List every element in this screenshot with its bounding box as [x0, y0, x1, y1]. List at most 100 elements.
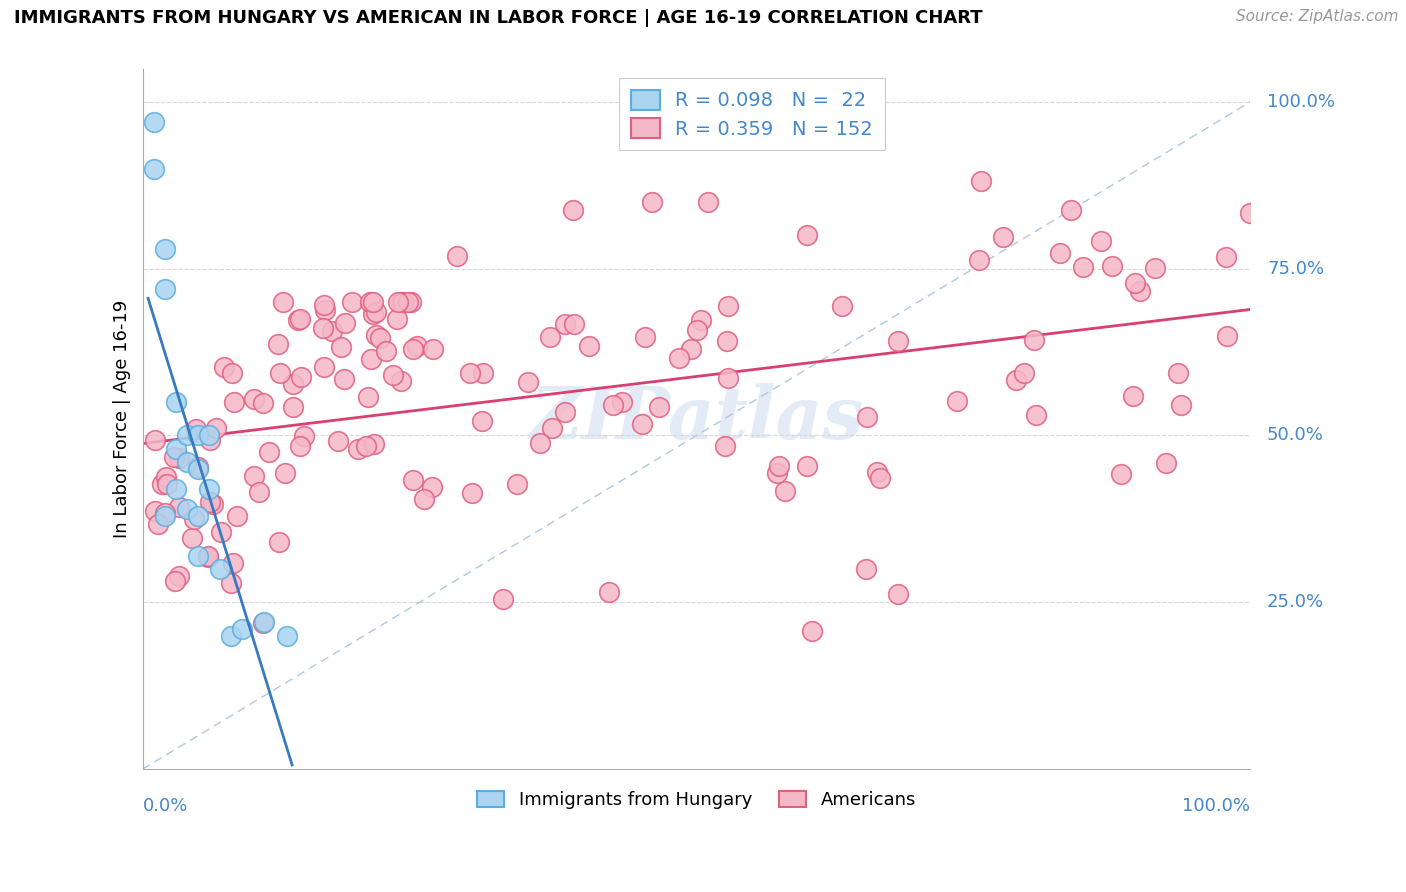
Point: [796, 227, 818, 242]
Point: [361, 307, 384, 321]
Text: Source: ZipAtlas.com: Source: ZipAtlas.com: [1236, 9, 1399, 24]
Point: [368, 331, 391, 345]
Point: [389, 295, 412, 310]
Point: [610, 395, 633, 409]
Point: [155, 470, 177, 484]
Point: [163, 574, 186, 588]
Text: 25.0%: 25.0%: [1267, 593, 1324, 611]
Point: [1129, 284, 1152, 298]
Point: [401, 473, 423, 487]
Point: [714, 439, 737, 453]
Point: [273, 295, 295, 310]
Point: [330, 341, 353, 355]
Point: [1123, 276, 1146, 290]
Point: [945, 393, 967, 408]
Point: [562, 317, 585, 331]
Point: [197, 549, 219, 563]
Point: [578, 339, 600, 353]
Point: [257, 445, 280, 459]
Point: [1071, 260, 1094, 274]
Point: [422, 342, 444, 356]
Point: [866, 466, 889, 480]
Legend: Immigrants from Hungary, Americans: Immigrants from Hungary, Americans: [477, 791, 915, 809]
Point: [717, 370, 740, 384]
Point: [413, 492, 436, 507]
Point: [321, 324, 343, 338]
Point: [357, 390, 380, 404]
Point: [420, 480, 443, 494]
Point: [198, 433, 221, 447]
Point: [402, 342, 425, 356]
Point: [1049, 245, 1071, 260]
Point: [290, 370, 312, 384]
Point: [269, 367, 291, 381]
Point: [392, 295, 415, 310]
Point: [153, 508, 176, 523]
Point: [142, 115, 165, 129]
Point: [768, 459, 790, 474]
Point: [387, 295, 409, 310]
Point: [461, 486, 484, 500]
Point: [364, 305, 387, 319]
Point: [180, 531, 202, 545]
Point: [290, 439, 312, 453]
Point: [221, 366, 243, 380]
Point: [686, 323, 709, 337]
Point: [1156, 456, 1178, 470]
Point: [167, 450, 190, 465]
Point: [221, 576, 243, 591]
Point: [529, 435, 551, 450]
Point: [333, 372, 356, 386]
Point: [165, 395, 187, 409]
Point: [458, 367, 481, 381]
Point: [150, 477, 173, 491]
Point: [766, 466, 789, 480]
Point: [288, 312, 311, 326]
Point: [385, 311, 408, 326]
Point: [399, 295, 422, 310]
Point: [187, 428, 209, 442]
Point: [887, 586, 910, 600]
Point: [283, 400, 305, 414]
Point: [187, 459, 209, 474]
Point: [1090, 234, 1112, 248]
Point: [967, 252, 990, 267]
Point: [247, 485, 270, 500]
Point: [252, 615, 274, 630]
Point: [198, 482, 221, 496]
Text: ZIPatlas: ZIPatlas: [530, 384, 863, 454]
Point: [312, 320, 335, 334]
Point: [142, 161, 165, 176]
Point: [176, 455, 198, 469]
Point: [716, 334, 738, 348]
Point: [156, 477, 179, 491]
Point: [266, 337, 288, 351]
Point: [554, 405, 576, 419]
Point: [253, 615, 276, 630]
Point: [252, 396, 274, 410]
Point: [1216, 329, 1239, 343]
Point: [681, 342, 703, 356]
Point: [831, 299, 853, 313]
Point: [598, 585, 620, 599]
Point: [356, 439, 378, 453]
Y-axis label: In Labor Force | Age 16-19: In Labor Force | Age 16-19: [114, 300, 131, 538]
Point: [541, 421, 564, 435]
Point: [506, 477, 529, 491]
Point: [187, 508, 209, 523]
Point: [312, 298, 335, 312]
Point: [163, 450, 186, 464]
Text: 0.0%: 0.0%: [142, 797, 188, 815]
Point: [153, 282, 176, 296]
Point: [276, 629, 298, 643]
Text: 100.0%: 100.0%: [1267, 93, 1336, 111]
Point: [517, 375, 540, 389]
Point: [641, 194, 664, 209]
Point: [396, 295, 419, 310]
Point: [183, 512, 205, 526]
Point: [243, 468, 266, 483]
Point: [1109, 467, 1132, 481]
Point: [1012, 366, 1035, 380]
Point: [231, 622, 253, 636]
Point: [205, 421, 228, 435]
